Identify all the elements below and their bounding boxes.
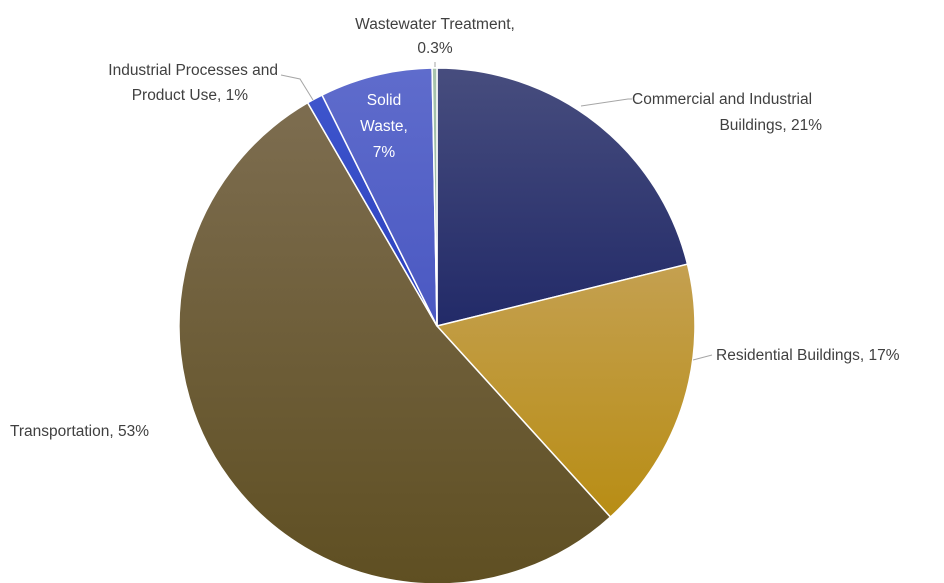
label-wastewater-treatment-value: 0.3% — [417, 40, 453, 57]
label-commercial-industrial-value: Buildings, 21% — [719, 117, 822, 134]
leader-line-industrial — [280, 74, 314, 101]
label-commercial-industrial: Commercial and Industrial — [632, 91, 812, 108]
label-solid-waste-2: Waste, — [360, 118, 408, 135]
label-industrial-processes-value: Product Use, 1% — [132, 87, 249, 104]
label-solid-waste: Solid — [367, 92, 401, 109]
label-residential-buildings: Residential Buildings, 17% — [716, 347, 900, 364]
pie-slices — [178, 67, 696, 583]
pie-slice-residential-buildings — [435, 263, 696, 519]
leader-line-commercial — [580, 98, 632, 107]
label-transportation: Transportation, 53% — [10, 423, 149, 440]
leader-line-residential — [692, 354, 713, 361]
pie-slice-wastewater-treatment — [431, 67, 438, 327]
label-industrial-processes: Industrial Processes and — [108, 62, 278, 79]
pie-slice-commercial-and-industrial-buildings — [436, 67, 689, 327]
label-wastewater-treatment: Wastewater Treatment, — [355, 16, 515, 33]
label-solid-waste-value: 7% — [373, 144, 396, 161]
pie-slice-transportation — [178, 101, 612, 583]
pie-slice-solid-waste — [321, 67, 438, 327]
